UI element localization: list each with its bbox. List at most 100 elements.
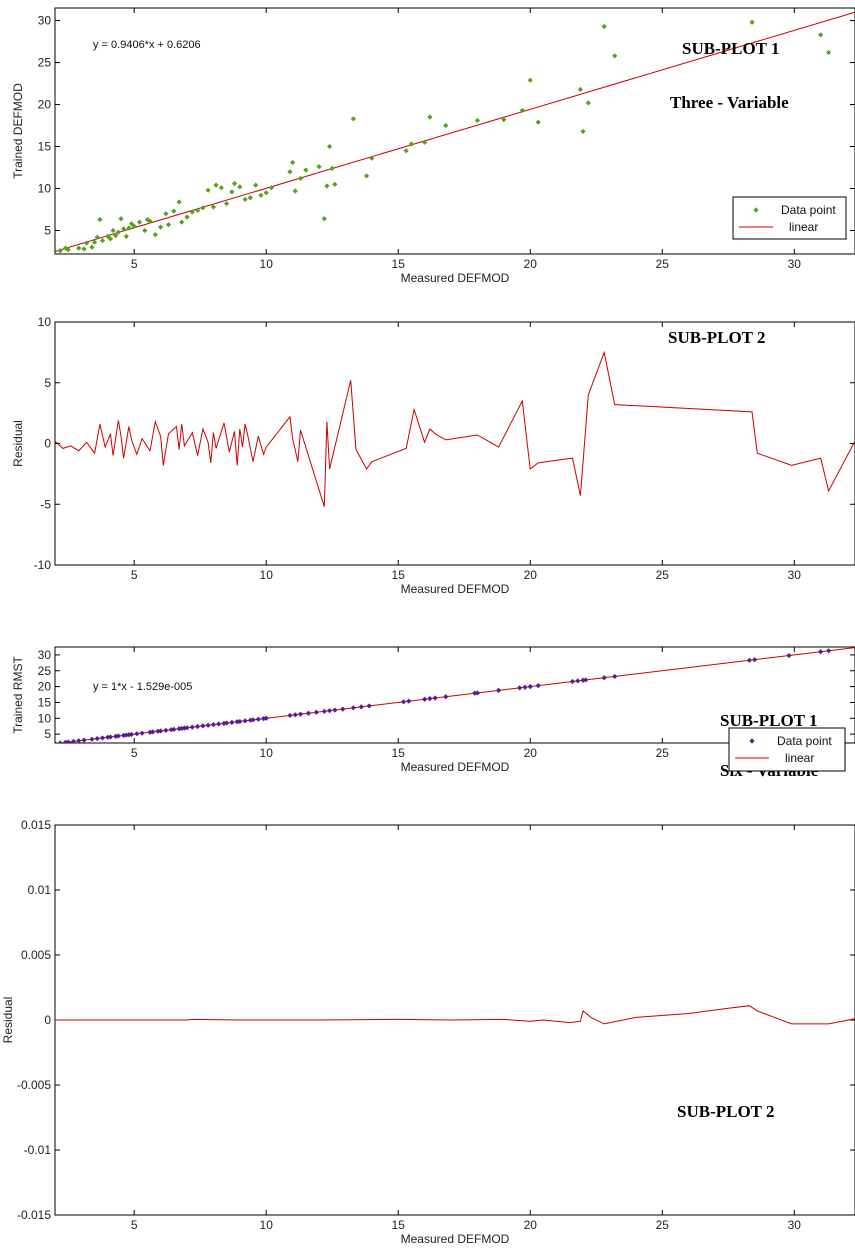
data-point [577, 86, 584, 93]
data-point [305, 710, 312, 716]
x-tick-label: 25 [656, 746, 670, 760]
y-tick-label: 0.015 [21, 818, 51, 832]
fit-equation: y = 1*x - 1.529e-005 [93, 681, 192, 693]
data-point [126, 225, 132, 231]
x-tick-label: 15 [392, 746, 406, 760]
data-point [825, 648, 832, 654]
data-point [194, 207, 201, 213]
data-point [76, 245, 82, 251]
x-tick-label: 25 [656, 1218, 670, 1232]
data-point [94, 234, 100, 240]
data-point [786, 652, 792, 659]
data-point [350, 116, 356, 122]
data-point [205, 187, 211, 193]
data-point [350, 705, 356, 711]
x-tick-label: 5 [131, 257, 138, 271]
y-tick-label: 10 [38, 711, 52, 725]
legend-box [732, 196, 847, 240]
x-tick-label: 10 [260, 257, 274, 271]
data-point [422, 696, 428, 702]
data-point [65, 739, 71, 743]
data-point [94, 735, 100, 742]
data-point [324, 183, 330, 189]
data-point [150, 729, 156, 735]
y-tick-label: 5 [44, 223, 51, 237]
data-point [250, 717, 256, 723]
data-point [237, 184, 243, 190]
data-point [422, 139, 428, 145]
residual-line [55, 1005, 855, 1025]
x-tick-label: 10 [260, 568, 274, 582]
y-tick-label: 0 [44, 437, 51, 451]
data-point [580, 128, 586, 135]
data-point [522, 684, 528, 690]
legend-label-linear: linear [785, 751, 814, 765]
data-point [443, 122, 449, 129]
y-tick-label: -0.01 [24, 1143, 52, 1157]
data-point [326, 708, 333, 714]
data-point [363, 173, 370, 179]
data-point [406, 698, 412, 704]
data-point [89, 244, 95, 250]
x-tick-label: 10 [260, 1218, 274, 1232]
data-point [292, 712, 298, 718]
data-point [474, 690, 481, 696]
x-tick-label: 10 [260, 746, 274, 760]
panel-subplot-1-three-variable: 5 10 15 20 25 30 5 10 15 20 25 30 Measured DEFMOD Tra… [11, 7, 855, 285]
data-point [184, 725, 190, 731]
y-tick-label: -0.015 [17, 1208, 51, 1222]
x-tick-label: 30 [788, 257, 802, 271]
data-point [400, 699, 407, 705]
data-point [200, 723, 206, 729]
x-tick-label: 5 [131, 746, 138, 760]
x-axis-label: Measured DEFMOD [401, 271, 510, 285]
data-point [527, 684, 533, 690]
x-tick-label: 15 [392, 568, 406, 582]
data-point [165, 222, 172, 228]
data-point [749, 19, 755, 25]
annotation-label: Three - Variable [670, 93, 789, 112]
y-tick-label: 10 [38, 315, 52, 329]
legend-label-data-point: Data point [781, 203, 836, 217]
data-point [321, 216, 327, 222]
data-point [147, 218, 153, 224]
data-point [81, 246, 87, 252]
x-tick-label: 15 [392, 1218, 406, 1232]
data-point [519, 107, 525, 114]
data-point [332, 707, 338, 713]
data-point [139, 730, 145, 736]
data-point [107, 236, 114, 242]
data-point [158, 728, 164, 734]
data-point [84, 240, 90, 246]
data-point [408, 141, 415, 147]
data-point [403, 148, 409, 154]
data-point [612, 673, 618, 680]
legend-marker-data-point [749, 738, 755, 744]
data-point [194, 723, 201, 730]
y-tick-label: 25 [38, 56, 52, 70]
data-point [258, 192, 264, 198]
data-point [585, 100, 591, 106]
data-point [131, 223, 137, 229]
data-point [292, 188, 298, 194]
data-point [242, 718, 248, 724]
x-tick-label: 20 [524, 1218, 538, 1232]
y-tick-label: 5 [44, 376, 51, 390]
data-point [316, 164, 322, 170]
data-point [612, 53, 618, 59]
plot-frame [54, 7, 855, 255]
data-point [474, 117, 481, 124]
y-tick-label: 30 [38, 14, 52, 28]
data-point [247, 195, 253, 201]
data-point [237, 718, 243, 725]
x-tick-label: 20 [524, 257, 538, 271]
data-point [427, 114, 433, 120]
data-point [535, 119, 541, 125]
data-point [229, 719, 235, 726]
data-point [326, 143, 333, 150]
data-point [142, 227, 148, 234]
plot-area [55, 350, 855, 507]
data-point [70, 738, 77, 743]
annotation-label: SUB-PLOT 2 [668, 328, 765, 347]
data-point [287, 169, 293, 175]
